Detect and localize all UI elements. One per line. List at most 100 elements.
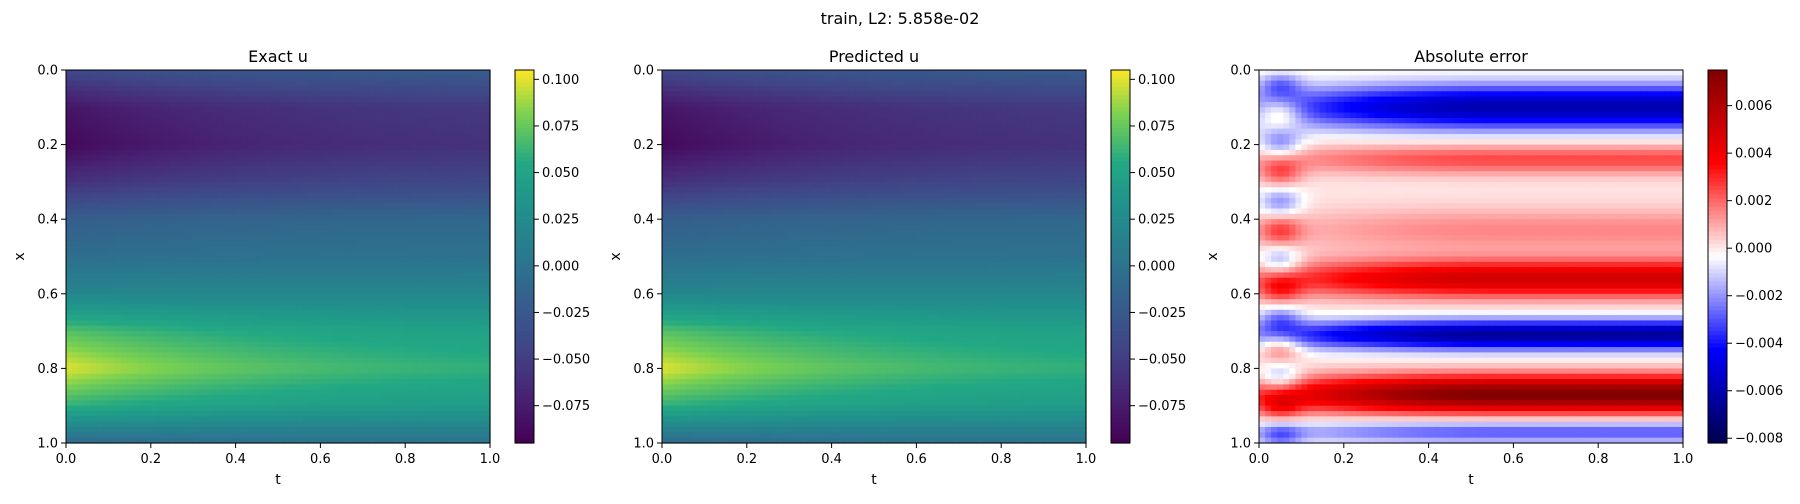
- heatmap-cell: [114, 193, 121, 199]
- heatmap-cell: [133, 209, 140, 215]
- heatmap-cell: [90, 374, 97, 380]
- heatmap-cell: [236, 288, 243, 294]
- heatmap-cell: [193, 374, 200, 380]
- heatmap-cell: [199, 257, 206, 263]
- heatmap-cell: [254, 150, 261, 156]
- heatmap-cell: [90, 155, 97, 161]
- heatmap-cell: [78, 331, 85, 337]
- heatmap-cell: [363, 97, 370, 103]
- heatmap-cell: [193, 134, 200, 140]
- heatmap-cell: [278, 177, 285, 183]
- heatmap-cell: [320, 203, 327, 209]
- heatmap-cell: [193, 304, 200, 310]
- heatmap-cell: [466, 219, 473, 225]
- heatmap-cell: [205, 129, 212, 135]
- heatmap-cell: [72, 150, 79, 156]
- heatmap-cell: [78, 395, 85, 401]
- heatmap-cell: [363, 358, 370, 364]
- heatmap-cell: [84, 416, 91, 422]
- heatmap-cell: [387, 214, 394, 220]
- heatmap-cell: [114, 432, 121, 438]
- heatmap-cell: [314, 241, 321, 247]
- heatmap-cell: [108, 203, 115, 209]
- heatmap-cell: [96, 214, 103, 220]
- heatmap-cell: [96, 384, 103, 390]
- heatmap-cell: [357, 97, 364, 103]
- heatmap-cell: [345, 129, 352, 135]
- heatmap-cell: [78, 123, 85, 129]
- heatmap-cell: [84, 214, 91, 220]
- heatmap-cell: [102, 283, 109, 289]
- heatmap-cell: [248, 251, 255, 257]
- heatmap-cell: [211, 193, 218, 199]
- heatmap-cell: [193, 70, 200, 76]
- heatmap-cell: [175, 241, 182, 247]
- heatmap-cell: [387, 368, 394, 374]
- heatmap-cell: [151, 225, 158, 231]
- heatmap-cell: [133, 203, 140, 209]
- heatmap-cell: [145, 166, 152, 172]
- heatmap-cell: [254, 182, 261, 188]
- heatmap-cell: [423, 326, 430, 332]
- heatmap-cell: [230, 347, 237, 353]
- heatmap-cell: [84, 310, 91, 316]
- heatmap-cell: [169, 347, 176, 353]
- heatmap-cell: [387, 395, 394, 401]
- heatmap-cell: [345, 193, 352, 199]
- heatmap-cell: [314, 155, 321, 161]
- heatmap-cell: [260, 294, 267, 300]
- heatmap-cell: [466, 310, 473, 316]
- heatmap-cell: [326, 161, 333, 167]
- heatmap-cell: [169, 272, 176, 278]
- heatmap-cell: [96, 331, 103, 337]
- heatmap-cell: [284, 326, 291, 332]
- heatmap-cell: [381, 134, 388, 140]
- heatmap-cell: [320, 358, 327, 364]
- heatmap-cell: [236, 379, 243, 385]
- heatmap-cell: [254, 203, 261, 209]
- heatmap-cell: [399, 235, 406, 241]
- heatmap-cell: [442, 257, 449, 263]
- heatmap-cell: [193, 288, 200, 294]
- heatmap-cell: [339, 145, 346, 151]
- heatmap-cell: [320, 102, 327, 108]
- heatmap-cell: [121, 107, 128, 113]
- heatmap-cell: [187, 390, 194, 396]
- heatmap-cell: [429, 70, 436, 76]
- heatmap-cell: [442, 272, 449, 278]
- heatmap-cell: [375, 129, 382, 135]
- heatmap-cell: [163, 203, 170, 209]
- heatmap-cell: [145, 187, 152, 193]
- heatmap-cell: [272, 422, 279, 428]
- heatmap-cell: [139, 81, 146, 87]
- heatmap-cell: [230, 310, 237, 316]
- heatmap-cell: [163, 320, 170, 326]
- heatmap-cell: [145, 422, 152, 428]
- heatmap-cell: [393, 235, 400, 241]
- heatmap-cell: [381, 272, 388, 278]
- heatmap-cell: [429, 299, 436, 305]
- heatmap-cell: [114, 118, 121, 124]
- heatmap-cell: [193, 209, 200, 215]
- heatmap-cell: [114, 310, 121, 316]
- y-tick-label: 0.6: [37, 287, 58, 302]
- heatmap-cell: [435, 193, 442, 199]
- heatmap-cell: [339, 278, 346, 284]
- heatmap-cell: [199, 374, 206, 380]
- heatmap-cell: [266, 225, 273, 231]
- heatmap-cell: [157, 209, 164, 215]
- colorbar-segment: [515, 207, 534, 212]
- heatmap-cell: [290, 320, 297, 326]
- heatmap-cell: [466, 299, 473, 305]
- heatmap-cell: [193, 118, 200, 124]
- heatmap-cell: [399, 406, 406, 412]
- heatmap-cell: [363, 75, 370, 81]
- heatmap-cell: [308, 416, 315, 422]
- heatmap-cell: [163, 406, 170, 412]
- heatmap-cell: [217, 400, 224, 406]
- heatmap-cell: [290, 257, 297, 263]
- heatmap-cell: [66, 129, 73, 135]
- heatmap-cell: [314, 214, 321, 220]
- heatmap-cell: [96, 91, 103, 97]
- heatmap-cell: [133, 299, 140, 305]
